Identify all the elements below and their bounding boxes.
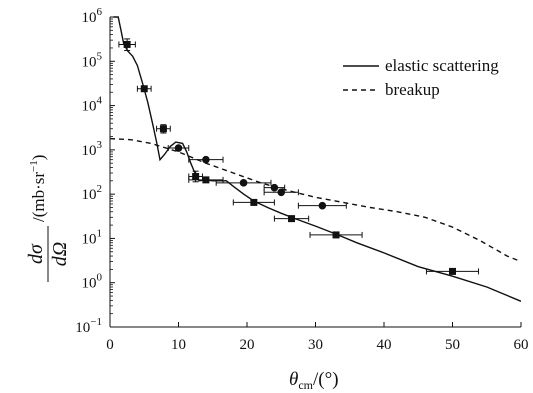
x-tick-label: 50 <box>445 337 460 353</box>
y-tick-label: 101 <box>82 227 103 247</box>
square-marker <box>288 215 296 223</box>
square-marker <box>202 176 210 184</box>
square-marker <box>140 85 148 93</box>
y-tick-label: 106 <box>82 6 103 26</box>
circle-data-point <box>215 179 272 187</box>
square-marker <box>192 173 200 181</box>
square-marker <box>159 125 167 133</box>
y-label-numerator: dσ <box>25 243 47 264</box>
y-tick-label: 100 <box>82 272 103 292</box>
y-tick-label: 104 <box>82 95 103 115</box>
square-marker <box>250 198 258 206</box>
circle-data-point <box>263 188 299 197</box>
circle-marker <box>277 188 286 197</box>
circle-marker <box>270 183 279 192</box>
square-marker <box>332 231 340 239</box>
circle-marker <box>202 155 210 164</box>
x-tick-label: 10 <box>171 337 186 353</box>
circle-marker <box>239 179 248 187</box>
square-data-point <box>188 176 224 184</box>
legend-label: elastic scattering <box>385 56 499 75</box>
x-tick-label: 60 <box>514 337 529 353</box>
x-tick-label: 20 <box>240 337 255 353</box>
x-tick-label: 40 <box>377 337 392 353</box>
legend: elastic scattering breakup <box>343 56 499 99</box>
x-tick-label: 30 <box>308 337 323 353</box>
square-data-point <box>273 215 310 223</box>
square-marker <box>449 267 456 275</box>
y-tick-label: 102 <box>82 183 103 203</box>
plot-area <box>110 16 521 302</box>
square-data-point <box>309 231 363 239</box>
circle-data-point <box>188 155 224 164</box>
legend-label: breakup <box>385 80 440 99</box>
circle-marker <box>174 144 183 152</box>
y-tick-label: 105 <box>82 50 103 70</box>
x-axis-label: θcm/(°) <box>289 369 339 392</box>
square-marker <box>123 40 131 48</box>
breakup-curve <box>110 137 521 263</box>
circle-marker <box>318 201 327 210</box>
circle-data-point <box>263 183 286 192</box>
square-data-point <box>156 124 171 134</box>
y-tick-label: 10−1 <box>75 316 102 336</box>
y-label-denominator: dΩ <box>49 242 71 266</box>
x-tick-label: 0 <box>106 337 114 353</box>
circle-data-point <box>167 144 190 152</box>
y-tick-label: 103 <box>82 139 103 159</box>
square-data-point <box>425 267 480 275</box>
square-data-point <box>232 198 275 206</box>
square-data-point <box>188 170 203 183</box>
square-data-point <box>118 38 136 52</box>
axes: 0 10 20 30 40 50 60 106 105 104 103 102 101 100 10−1 <box>75 6 528 353</box>
y-axis-label: dσ dΩ /(mb·sr−1) <box>25 155 71 282</box>
y-label-unit: /(mb·sr−1) <box>28 155 48 222</box>
square-data-point <box>136 85 152 93</box>
circle-data-point <box>297 201 347 210</box>
